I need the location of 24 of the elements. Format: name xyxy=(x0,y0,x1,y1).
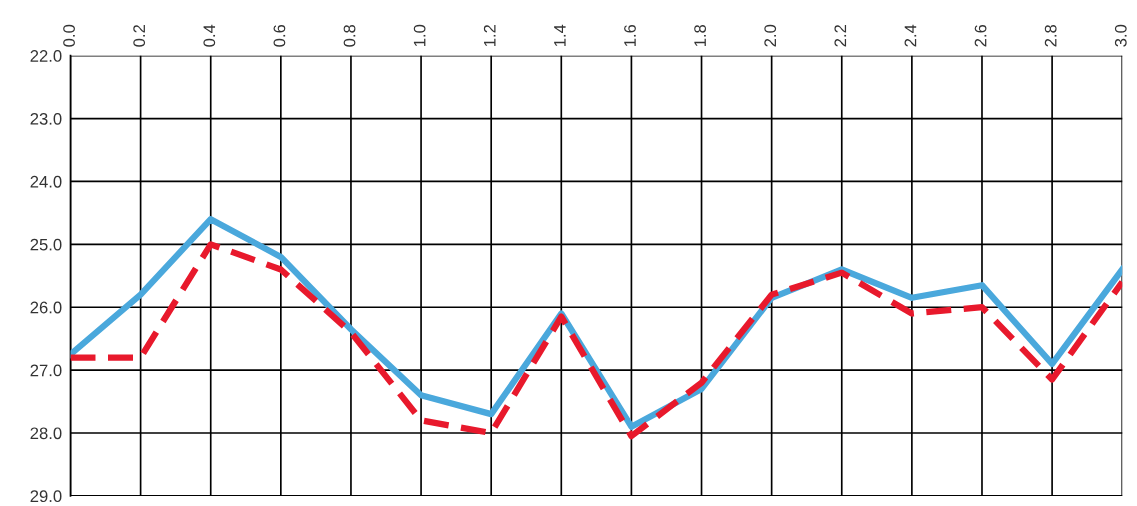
x-tick-label: 2.8 xyxy=(1044,24,1057,47)
y-tick-label: 27.0 xyxy=(30,364,62,377)
x-tick-label: 0.6 xyxy=(273,24,286,47)
y-tick-label: 28.0 xyxy=(30,427,62,440)
x-tick-label: 3.0 xyxy=(1114,24,1127,47)
y-tick-label: 29.0 xyxy=(30,490,62,503)
y-tick-label: 22.0 xyxy=(30,50,62,62)
y-tick-label: 26.0 xyxy=(30,301,62,314)
y-tick-label: 23.0 xyxy=(30,112,62,125)
x-tick-label: 2.6 xyxy=(974,24,987,47)
y-tick-label: 24.0 xyxy=(30,175,62,188)
x-tick-label: 0.0 xyxy=(63,24,75,47)
x-tick-label: 2.2 xyxy=(834,24,847,47)
x-tick-label: 1.0 xyxy=(413,24,426,47)
x-tick-label: 2.4 xyxy=(904,24,917,47)
x-tick-label: 1.8 xyxy=(694,24,706,47)
x-tick-label: 1.4 xyxy=(554,24,566,47)
x-tick-label: 0.4 xyxy=(203,24,216,47)
x-tick-label: 1.6 xyxy=(624,24,636,47)
x-tick-label: 2.0 xyxy=(764,24,777,47)
x-tick-label: 1.2 xyxy=(483,24,496,47)
x-tick-label: 0.8 xyxy=(343,24,356,47)
y-tick-label: 25.0 xyxy=(30,238,62,251)
x-tick-label: 0.2 xyxy=(133,24,146,47)
